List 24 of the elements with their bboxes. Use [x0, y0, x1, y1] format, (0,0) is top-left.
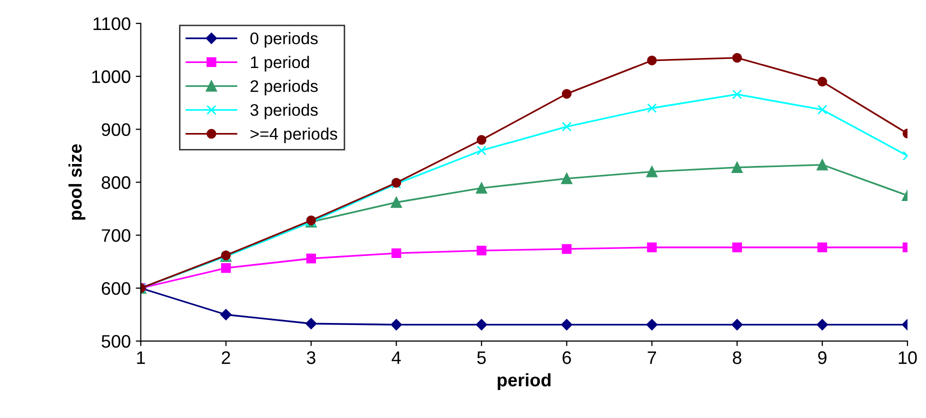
- x-tick-label: 5: [477, 351, 486, 364]
- y-tick-label: 1000: [92, 70, 130, 84]
- x-tick-label: 4: [392, 351, 401, 364]
- legend-label: 1 period: [251, 56, 309, 72]
- y-axis-title: pool size: [68, 144, 86, 220]
- y-tick-label: 600: [102, 282, 130, 295]
- x-axis-title: period: [498, 373, 551, 390]
- y-tick-label: 1100: [94, 17, 130, 30]
- x-tick-label: 1: [137, 351, 145, 364]
- legend-label: 0 periods: [250, 32, 318, 48]
- y-tick-label: 500: [102, 335, 130, 348]
- legend-label: 3 periods: [250, 104, 318, 120]
- x-tick-label: 9: [818, 351, 826, 364]
- y-tick-label: 700: [102, 229, 130, 242]
- y-tick-label: 900: [102, 123, 130, 136]
- x-tick-label: 8: [732, 351, 742, 364]
- x-tick-label: 2: [222, 351, 230, 364]
- x-tick-label: 6: [562, 351, 571, 364]
- x-tick-label: 10: [898, 351, 917, 364]
- x-tick-label: 7: [648, 351, 656, 364]
- x-tick-label: 3: [306, 351, 316, 364]
- y-tick-label: 800: [102, 176, 130, 189]
- legend-label: >=4 periods: [250, 128, 338, 144]
- legend-label: 2 periods: [250, 80, 318, 96]
